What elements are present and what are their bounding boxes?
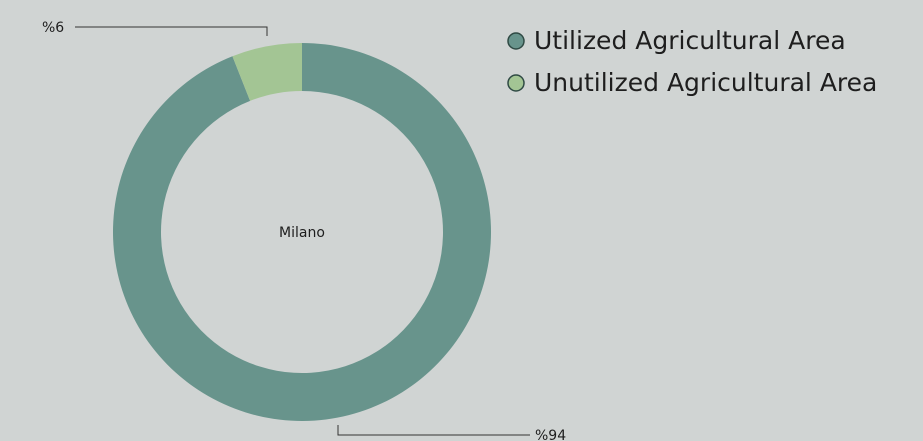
leader-line (75, 26, 268, 36)
donut-segment (232, 43, 302, 101)
leader-line (337, 425, 530, 436)
legend-marker (507, 32, 525, 50)
data-label: %94 (535, 428, 566, 441)
legend-marker (507, 74, 525, 92)
legend-label: Utilized Agricultural Area (534, 26, 846, 55)
center-label: Milano (279, 225, 325, 241)
legend-label: Unutilized Agricultural Area (534, 68, 877, 97)
data-label: %6 (42, 20, 64, 36)
